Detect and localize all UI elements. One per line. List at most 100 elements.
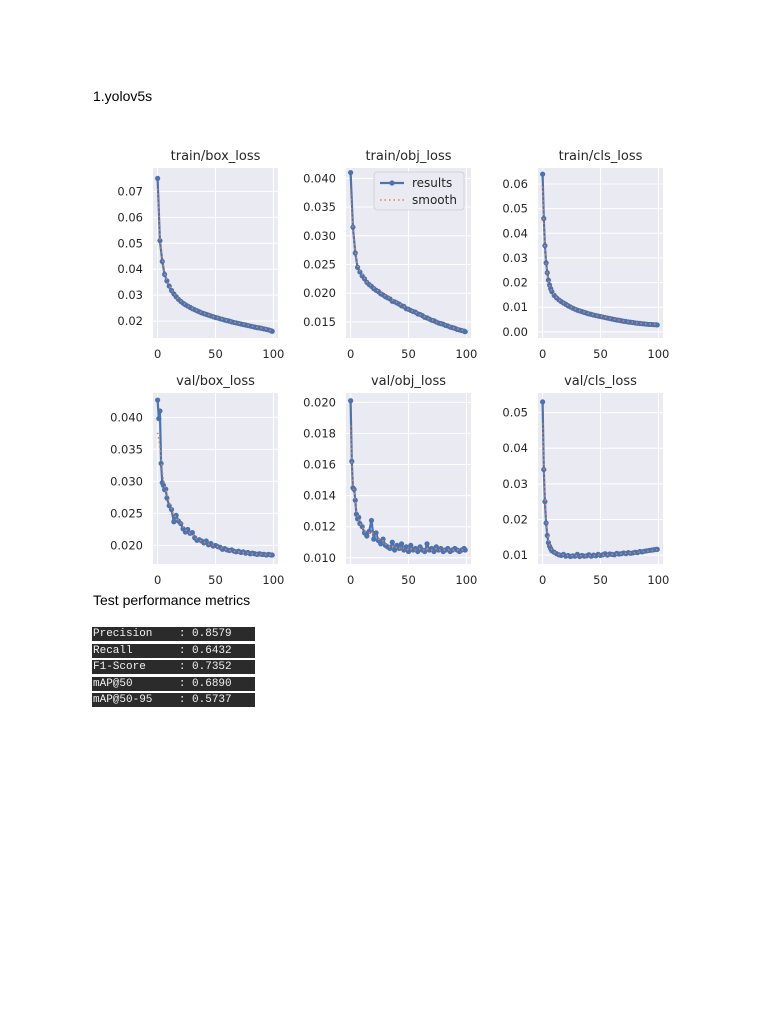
data-point xyxy=(654,546,660,552)
y-tick-label: 0.03 xyxy=(502,477,528,491)
y-tick-label: 0.035 xyxy=(303,200,336,214)
metric-row: mAP@50-95 : 0.5737 xyxy=(92,693,255,707)
y-tick-label: 0.03 xyxy=(502,251,528,265)
y-tick-label: 0.05 xyxy=(117,236,143,250)
x-tick-label: 50 xyxy=(401,573,416,587)
data-point xyxy=(348,398,354,404)
chart-title: val/obj_loss xyxy=(371,374,446,389)
data-point xyxy=(155,175,161,181)
y-tick-label: 0.020 xyxy=(110,538,143,552)
metric-separator: : xyxy=(178,644,193,657)
data-point xyxy=(392,547,398,553)
series-line-smooth xyxy=(156,432,273,556)
plot-series xyxy=(348,398,468,555)
y-tick-label: 0.04 xyxy=(117,262,143,276)
y-tick-label: 0.015 xyxy=(303,315,336,329)
y-tick-label: 0.010 xyxy=(303,551,336,565)
data-point xyxy=(157,408,163,414)
x-tick-label: 50 xyxy=(593,347,608,361)
metric-value: 0.6432 xyxy=(192,644,232,657)
data-point xyxy=(364,533,370,539)
y-tick-label: 0.014 xyxy=(303,489,336,503)
y-tick-label: 0.025 xyxy=(303,257,336,271)
data-point xyxy=(540,399,546,405)
y-tick-label: 0.030 xyxy=(303,229,336,243)
plot-series xyxy=(155,397,275,558)
x-tick-label: 0 xyxy=(154,573,161,587)
plot-series xyxy=(348,169,468,335)
metric-value: 0.5737 xyxy=(192,694,232,706)
data-point xyxy=(163,486,169,492)
y-tick-label: 0.04 xyxy=(502,441,528,455)
data-point xyxy=(398,541,405,547)
x-tick-label: 0 xyxy=(347,573,354,587)
metric-label: mAP@50 xyxy=(93,677,179,690)
x-tick-label: 0 xyxy=(539,347,546,361)
data-point xyxy=(368,517,375,524)
metric-value: 0.7352 xyxy=(192,661,232,673)
data-point xyxy=(549,289,555,295)
chart-title: train/box_loss xyxy=(171,149,261,164)
y-tick-label: 0.035 xyxy=(110,442,143,456)
x-tick-label: 50 xyxy=(593,573,608,587)
y-tick-label: 0.06 xyxy=(117,210,143,224)
metric-row: mAP@50 : 0.6890 xyxy=(92,676,255,691)
metric-row: Precision : 0.8579 xyxy=(92,627,255,641)
data-point xyxy=(403,544,409,550)
data-point xyxy=(415,548,421,555)
y-tick-label: 0.020 xyxy=(303,395,336,409)
data-point xyxy=(373,530,379,536)
data-point xyxy=(462,547,468,553)
series-line-smooth xyxy=(541,186,658,326)
metric-row: F1-Score : 0.7352 xyxy=(92,660,255,674)
legend-results-marker xyxy=(389,180,395,186)
data-point xyxy=(348,169,354,176)
metric-label: Recall xyxy=(93,644,179,657)
y-tick-label: 0.00 xyxy=(502,325,528,339)
data-point xyxy=(408,542,414,548)
y-tick-label: 0.012 xyxy=(303,520,336,534)
data-point xyxy=(366,528,372,534)
data-point xyxy=(545,277,552,283)
y-tick-label: 0.07 xyxy=(117,184,143,198)
y-tick-label: 0.025 xyxy=(110,506,143,520)
metric-row: Recall : 0.6432 xyxy=(92,643,255,658)
metric-label: Precision xyxy=(93,628,179,640)
metric-separator: : xyxy=(178,694,193,706)
chart-train-obj-loss: 0 50 100 0.015 0.020 0.025 0.030 0.035 0.040 trai… xyxy=(303,149,477,361)
y-tick-label: 0.05 xyxy=(502,406,528,420)
data-point xyxy=(156,416,162,422)
x-tick-label: 0 xyxy=(154,347,161,361)
data-point xyxy=(371,536,377,542)
data-point xyxy=(164,278,170,284)
y-tick-label: 0.040 xyxy=(110,410,143,424)
x-tick-label: 100 xyxy=(647,573,669,587)
x-tick-label: 0 xyxy=(347,347,354,361)
data-point xyxy=(431,548,437,555)
metric-separator: : xyxy=(178,677,193,690)
data-point xyxy=(157,238,163,244)
y-tick-label: 0.02 xyxy=(117,314,143,328)
chart-val-cls-loss: 0 50 100 0.01 0.02 0.03 0.04 0.05 val/cls_loss xyxy=(502,374,669,587)
chart-title: train/cls_loss xyxy=(559,149,643,164)
metric-label: F1-Score xyxy=(93,661,179,673)
legend-box xyxy=(373,171,465,211)
data-point xyxy=(349,458,355,464)
y-tick-label: 0.06 xyxy=(502,177,528,191)
data-point xyxy=(189,530,195,536)
legend-label: results xyxy=(412,176,452,190)
chart-legend: results smooth xyxy=(373,171,465,211)
metric-value: 0.6890 xyxy=(192,677,232,690)
x-tick-label: 50 xyxy=(401,347,416,361)
plot-series xyxy=(540,399,660,560)
y-tick-label: 0.018 xyxy=(303,426,336,440)
x-tick-label: 100 xyxy=(455,347,477,361)
x-tick-label: 100 xyxy=(262,347,284,361)
y-tick-label: 0.02 xyxy=(502,276,528,290)
chart-train-box-loss: 0 50 100 0.02 0.03 0.04 0.05 0.06 0.07 train/box_… xyxy=(117,149,284,361)
x-tick-label: 100 xyxy=(262,573,284,587)
y-tick-label: 0.01 xyxy=(502,300,528,314)
metric-label: mAP@50-95 xyxy=(93,694,179,706)
data-point xyxy=(543,260,549,266)
data-point xyxy=(424,541,430,547)
